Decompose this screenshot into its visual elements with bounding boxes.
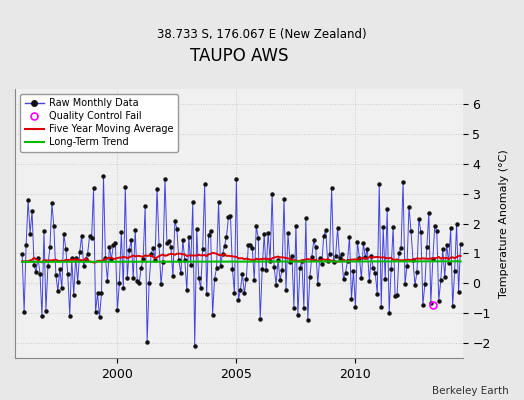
Title: TAUPO AWS: TAUPO AWS — [190, 47, 288, 65]
Text: Berkeley Earth: Berkeley Earth — [432, 386, 508, 396]
Legend: Raw Monthly Data, Quality Control Fail, Five Year Moving Average, Long-Term Tren: Raw Monthly Data, Quality Control Fail, … — [20, 94, 178, 152]
Text: 38.733 S, 176.067 E (New Zealand): 38.733 S, 176.067 E (New Zealand) — [157, 28, 367, 41]
Y-axis label: Temperature Anomaly (°C): Temperature Anomaly (°C) — [499, 149, 509, 298]
